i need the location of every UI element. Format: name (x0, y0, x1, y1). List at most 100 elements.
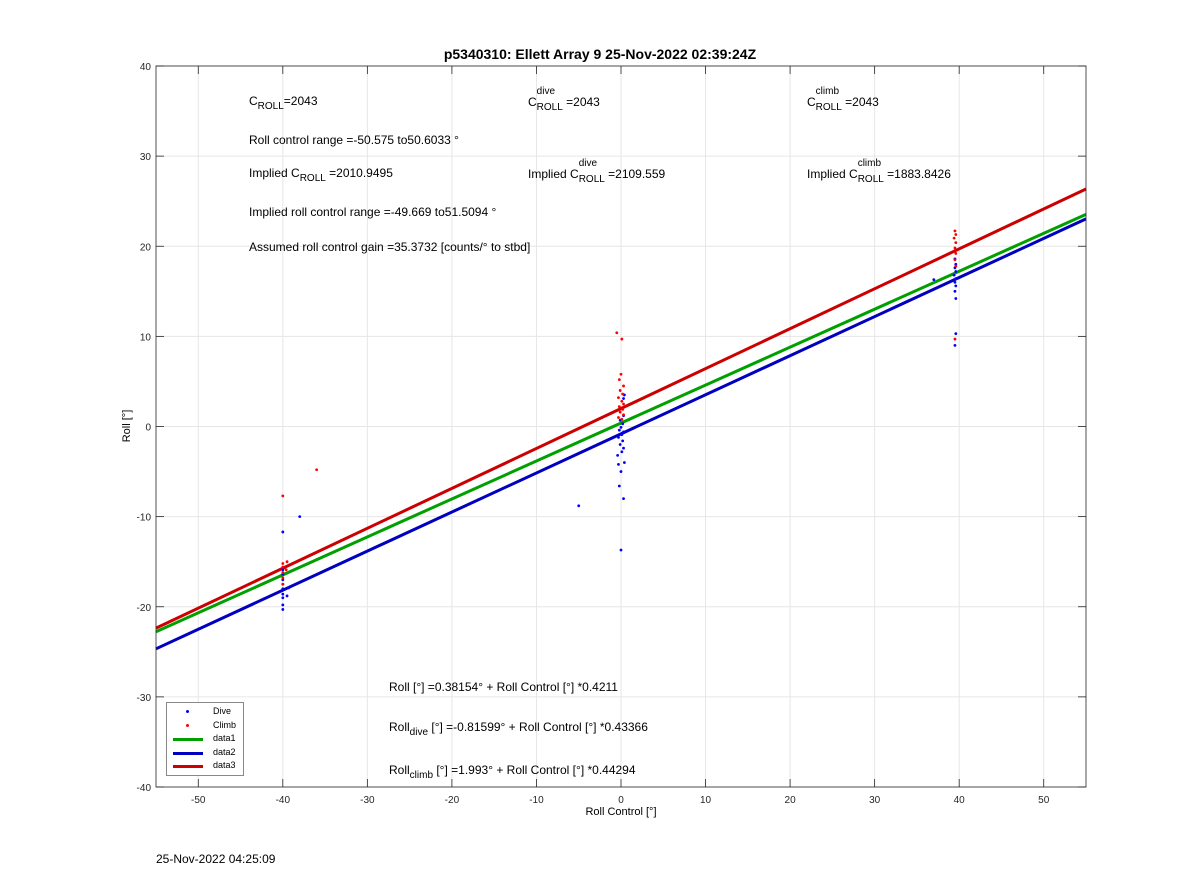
point-climb (953, 229, 957, 233)
point-climb (622, 402, 625, 406)
x-tick-label: -20 (445, 795, 460, 806)
y-tick-label: -20 (137, 603, 152, 614)
footer-timestamp: 25-Nov-2022 04:25:09 (156, 852, 276, 866)
point-dive (953, 280, 957, 284)
implied-c-roll-dive-value: =2109.559 (604, 167, 666, 181)
point-climb (281, 562, 285, 565)
c-roll-dive-main: C (528, 95, 537, 109)
implied-c-roll-annotation: Implied CROLL =2010.9495 (249, 166, 393, 184)
point-dive (287, 586, 291, 590)
x-tick-label: 20 (785, 795, 797, 806)
point-dive (953, 343, 957, 347)
equation-dive-sub: dive (409, 727, 429, 738)
point-climb (953, 246, 957, 250)
gain-annotation: Assumed roll control gain =35.3732 [coun… (249, 240, 531, 254)
point-climb (621, 392, 625, 396)
legend-item-dive: Dive (167, 706, 243, 718)
point-dive (281, 608, 285, 611)
x-tick-label: -30 (360, 795, 375, 806)
y-tick-label: 0 (145, 423, 151, 434)
point-climb (622, 384, 625, 388)
point-dive (281, 568, 285, 572)
x-tick-label: 40 (954, 795, 966, 806)
implied-c-roll-value: =2010.9495 (325, 166, 393, 180)
y-tick-label: 40 (140, 62, 152, 73)
point-climb (281, 571, 285, 574)
point-dive (620, 433, 624, 437)
point-climb (617, 396, 620, 400)
implied-c-roll-climb-value: =1883.8426 (883, 167, 951, 181)
c-roll-climb-sup: climb (815, 86, 840, 97)
point-climb (285, 560, 289, 564)
point-climb (954, 241, 958, 245)
point-climb (617, 378, 621, 382)
point-climb (620, 399, 624, 403)
legend-data3-label: data3 (213, 760, 236, 770)
legend-item-data3: data3 (167, 760, 243, 772)
point-climb (281, 494, 285, 498)
point-climb (954, 264, 958, 268)
y-tick-label: 30 (140, 152, 152, 163)
point-dive (953, 289, 957, 293)
implied-c-roll-prefix: Implied C (249, 166, 300, 180)
point-climb (620, 417, 624, 421)
c-roll-dive-sub: ROLL (536, 102, 563, 113)
c-roll-dive-sup: dive (536, 86, 556, 97)
point-dive (619, 548, 623, 552)
y-axis-label: Roll [°] (121, 409, 133, 443)
x-tick-label: 10 (700, 795, 712, 806)
point-dive (619, 426, 623, 429)
legend-dive-label: Dive (213, 706, 232, 716)
point-dive (281, 530, 285, 534)
point-dive (954, 277, 958, 281)
point-dive (622, 461, 626, 464)
data-series (155, 187, 1087, 651)
point-dive (616, 453, 620, 457)
point-dive (932, 278, 936, 281)
legend-data1-line (173, 738, 203, 741)
implied-c-roll-dive-prefix: Implied C (528, 167, 579, 181)
c-roll-sub: ROLL (257, 101, 284, 112)
point-dive (619, 470, 623, 473)
point-dive (622, 397, 625, 400)
legend-item-data1: data1 (167, 733, 243, 745)
implied-c-roll-climb-sub: ROLL (857, 174, 884, 185)
point-climb (619, 372, 623, 376)
point-dive (281, 596, 285, 600)
legend: Dive Climb data1 data2 data3 (166, 702, 244, 776)
legend-data3-line (173, 765, 203, 768)
c-roll-annotation: CROLL=2043 (249, 94, 318, 112)
point-dive (954, 332, 958, 336)
c-roll-climb-value: =2043 (841, 95, 879, 109)
point-dive (281, 603, 285, 607)
implied-c-roll-climb-sup: climb (857, 158, 882, 169)
legend-data2-line (173, 752, 203, 755)
y-tick-label: -10 (137, 513, 152, 524)
point-dive (617, 428, 621, 432)
point-climb (952, 236, 956, 240)
equation-dive-rest: [°] =-0.81599° + Roll Control [°] *0.433… (428, 720, 648, 734)
point-climb (281, 565, 285, 569)
point-climb (315, 468, 319, 472)
point-climb (618, 389, 622, 392)
point-climb (281, 582, 285, 586)
y-tick-label: -40 (137, 783, 152, 794)
point-dive (620, 450, 624, 454)
roll-range-annotation: Roll control range =-50.575 to50.6033 ° (249, 133, 459, 147)
point-climb (617, 416, 620, 419)
axis-ticks: -50 -40 -30 -20 -10 0 10 20 30 40 50 -40 -30 -20 -10 0 1… (137, 62, 1086, 806)
point-dive (622, 430, 625, 434)
equation-dive: Rolldive [°] =-0.81599° + Roll Control [… (389, 720, 648, 738)
x-tick-label: -50 (191, 795, 206, 806)
fit-line-data3 (155, 187, 1087, 630)
chart-title: p5340310: Ellett Array 9 25-Nov-2022 02:… (443, 46, 757, 62)
y-tick-label: 10 (140, 332, 152, 343)
legend-climb-marker (186, 724, 189, 727)
point-climb (622, 413, 625, 417)
legend-data2-label: data2 (213, 747, 236, 757)
point-climb (618, 410, 622, 414)
point-dive (617, 435, 620, 439)
